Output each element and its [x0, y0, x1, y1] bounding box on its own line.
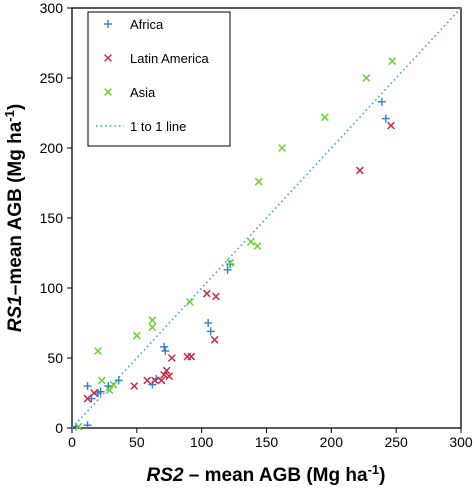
data-point-africa: [160, 342, 169, 351]
data-point-asia: [247, 237, 255, 246]
data-point-latin-america: [210, 335, 219, 344]
data-point-africa: [83, 382, 92, 390]
data-point-africa: [223, 265, 232, 274]
data-point-asia: [186, 298, 194, 306]
y-axis-title-text: –mean AGB (Mg ha: [5, 121, 26, 295]
legend-label-africa: Africa: [130, 17, 164, 32]
data-point-latin-america: [187, 352, 196, 361]
x-tick-label: 100: [190, 434, 214, 450]
data-point-latin-america: [90, 389, 98, 397]
x-axis-title-sup: -1: [368, 462, 380, 477]
legend-marker-latin-america: [104, 54, 112, 62]
legend-marker-africa: [104, 20, 112, 28]
data-point-latin-america: [165, 372, 174, 381]
y-tick-label: 250: [40, 70, 64, 86]
data-point-africa: [377, 97, 386, 106]
data-point-africa: [381, 114, 390, 123]
y-axis-title-close: ): [5, 104, 26, 110]
legend-label-latin-america: Latin America: [130, 51, 210, 66]
data-point-latin-america: [162, 366, 171, 375]
legend: Africa Latin America Asia 1 to 1 line: [87, 11, 231, 147]
data-point-asia: [97, 376, 106, 385]
data-point-latin-america: [202, 289, 211, 298]
x-tick-label: 200: [320, 434, 344, 450]
data-point-asia: [148, 316, 157, 325]
data-point-africa: [83, 421, 92, 430]
y-axis-title-italic: RS1: [5, 295, 26, 332]
data-points: [71, 57, 397, 431]
y-axis-title: RS1–mean AGB (Mg ha-1): [2, 104, 26, 332]
data-point-asia: [226, 258, 235, 267]
data-point-asia: [362, 74, 371, 82]
x-tick-label: 0: [68, 434, 76, 450]
y-tick-label: 200: [40, 140, 64, 156]
data-point-latin-america: [355, 166, 364, 175]
y-tick-label: 0: [55, 420, 63, 436]
legend-marker-asia: [104, 88, 112, 96]
y-tick-label: 100: [40, 280, 64, 296]
y-tick-label: 50: [47, 350, 63, 366]
data-point-latin-america: [167, 354, 176, 362]
data-point-asia: [320, 113, 329, 122]
data-point-africa: [226, 260, 235, 269]
x-tick-label: 50: [129, 434, 145, 450]
data-point-latin-america: [157, 376, 166, 385]
x-axis-title-italic: RS2: [147, 465, 184, 486]
data-point-asia: [254, 177, 263, 186]
data-point-latin-america: [130, 382, 139, 390]
data-point-asia: [278, 144, 286, 152]
data-point-asia: [253, 242, 262, 250]
data-point-africa: [114, 376, 123, 385]
data-point-africa: [204, 319, 213, 327]
y-tick-label: 300: [40, 0, 64, 16]
x-axis-title-text: – mean AGB (Mg ha: [184, 465, 368, 486]
legend-box: [87, 11, 231, 147]
data-point-latin-america: [387, 121, 395, 130]
y-axis-title-sup: -1: [2, 110, 17, 122]
one-to-one-line: [71, 7, 462, 429]
data-point-asia: [148, 323, 157, 332]
data-point-asia: [105, 386, 114, 395]
x-axis-title-close: ): [379, 465, 385, 486]
data-point-africa: [206, 327, 215, 336]
data-point-asia: [109, 380, 118, 389]
data-point-asia: [74, 422, 83, 431]
x-axis-title: RS2 – mean AGB (Mg ha-1): [147, 462, 386, 486]
x-axis: 0 50 100 150 200 250 300: [68, 428, 473, 450]
data-point-latin-america: [143, 376, 152, 385]
data-point-latin-america: [151, 376, 159, 385]
data-point-africa: [96, 387, 105, 396]
legend-label-asia: Asia: [130, 85, 156, 100]
data-point-asia: [94, 347, 102, 355]
data-point-asia: [388, 57, 397, 66]
legend-label-one-to-one-line: 1 to 1 line: [130, 119, 186, 134]
data-point-latin-america: [83, 394, 92, 403]
data-point-africa: [161, 347, 170, 355]
x-tick-label: 150: [255, 434, 279, 450]
y-axis: 0 50 100 150 200 250 300: [40, 0, 72, 436]
x-tick-label: 250: [384, 434, 408, 450]
data-point-latin-america: [211, 292, 220, 301]
data-point-asia: [132, 331, 141, 340]
y-tick-label: 150: [40, 210, 64, 226]
x-tick-label: 300: [449, 434, 473, 450]
